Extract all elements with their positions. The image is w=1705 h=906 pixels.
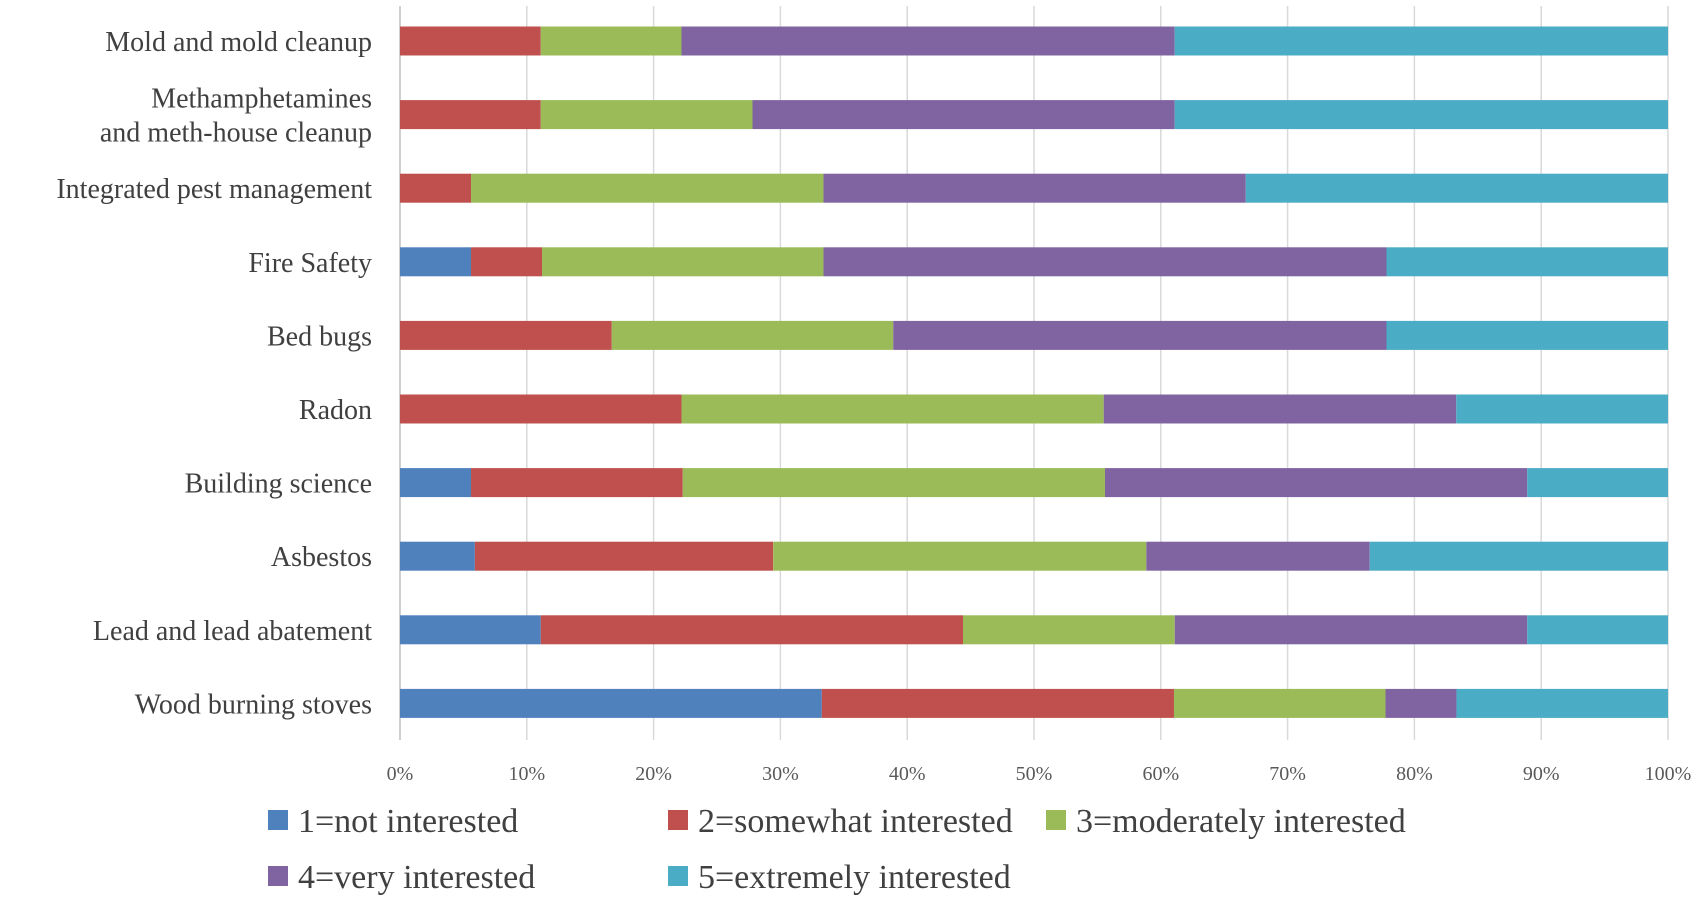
x-axis-tick-labels: 0% 10% 20% 30% 40% 50% 60% 70% 80% 90% 100% — [387, 763, 1692, 785]
bar-segment — [400, 26, 541, 56]
legend-item: 5=extremely interested — [668, 859, 1011, 896]
category-labels: Mold and mold cleanup Methamphetamines and… — [56, 27, 372, 720]
bar-segment — [611, 320, 894, 350]
bar-segment — [893, 320, 1387, 350]
bar-segment — [1369, 541, 1668, 571]
bar-segment — [471, 173, 824, 203]
bar-segment — [1385, 688, 1457, 718]
bar-segment — [540, 100, 753, 130]
x-tick-label: 10% — [508, 763, 545, 785]
bar-segment — [752, 100, 1175, 130]
bar-segment — [1103, 394, 1457, 424]
bar-segment — [681, 26, 1175, 56]
bar-segment — [962, 615, 1175, 645]
bar-segment — [400, 468, 472, 498]
legend-label: 1=not interested — [298, 803, 518, 840]
bar-segment — [471, 468, 683, 498]
bar-segment — [1174, 26, 1668, 56]
bar-segment — [1105, 468, 1528, 498]
bar-segment — [1174, 615, 1528, 645]
legend-swatch — [668, 810, 688, 830]
bar-segment — [1146, 541, 1370, 571]
bar-segment — [821, 688, 1174, 718]
bar-segment — [400, 394, 682, 424]
x-tick-label: 80% — [1396, 763, 1433, 785]
bar-segment — [682, 468, 1106, 498]
bar-segment — [542, 247, 824, 277]
x-tick-label: 60% — [1142, 763, 1179, 785]
x-tick-label: 20% — [635, 763, 672, 785]
category-label: Asbestos — [271, 542, 372, 573]
x-tick-label: 50% — [1016, 763, 1053, 785]
bar-segment — [1527, 468, 1668, 498]
bar-segment — [400, 615, 541, 645]
bar-segment — [540, 615, 963, 645]
legend-item: 3=moderately interested — [1046, 803, 1406, 840]
bar-segment — [681, 394, 1104, 424]
category-label: Wood burning stoves — [135, 689, 372, 720]
category-label: Bed bugs — [267, 321, 372, 352]
bar-segment — [400, 100, 541, 130]
legend-label: 5=extremely interested — [698, 859, 1011, 896]
legend-item: 1=not interested — [268, 803, 518, 840]
category-label: Mold and mold cleanup — [105, 27, 372, 58]
bar-segment — [400, 688, 822, 718]
category-label: Methamphetamines and meth-house cleanup — [100, 84, 372, 149]
category-label: Building science — [185, 469, 372, 500]
bar-segment — [474, 541, 774, 571]
legend-item: 2=somewhat interested — [668, 803, 1013, 840]
bar-segment — [1527, 615, 1668, 645]
bar-segment — [823, 247, 1387, 277]
bar-segment — [400, 320, 612, 350]
legend-label: 2=somewhat interested — [698, 803, 1013, 840]
bar-segment — [823, 173, 1246, 203]
x-tick-label: 0% — [387, 763, 414, 785]
bar-segment — [400, 247, 472, 277]
x-tick-label: 90% — [1523, 763, 1560, 785]
bar-segment — [540, 26, 682, 56]
bars — [400, 26, 1668, 718]
legend-label: 3=moderately interested — [1076, 803, 1406, 840]
legend: 1=not interested 2=somewhat interested 3=m… — [268, 803, 1406, 896]
x-tick-label: 70% — [1269, 763, 1306, 785]
legend-swatch — [668, 866, 688, 886]
x-tick-label: 30% — [762, 763, 799, 785]
legend-swatch — [268, 866, 288, 886]
bar-segment — [471, 247, 543, 277]
bar-segment — [400, 541, 475, 571]
bar-segment — [773, 541, 1147, 571]
category-label: Integrated pest management — [56, 174, 372, 205]
legend-label: 4=very interested — [298, 859, 535, 896]
bar-segment — [400, 173, 472, 203]
bar-segment — [1386, 247, 1668, 277]
bar-segment — [1386, 320, 1668, 350]
category-label: Lead and lead abatement — [93, 616, 372, 647]
category-label: Radon — [299, 395, 372, 426]
x-tick-label: 40% — [889, 763, 926, 785]
category-label: Fire Safety — [248, 248, 372, 279]
legend-item: 4=very interested — [268, 859, 535, 896]
bar-segment — [1174, 100, 1668, 130]
x-tick-label: 100% — [1645, 763, 1692, 785]
bar-segment — [1245, 173, 1668, 203]
bar-segment — [1456, 394, 1668, 424]
bar-segment — [1173, 688, 1386, 718]
legend-swatch — [1046, 810, 1066, 830]
bar-segment — [1456, 688, 1668, 718]
legend-swatch — [268, 810, 288, 830]
